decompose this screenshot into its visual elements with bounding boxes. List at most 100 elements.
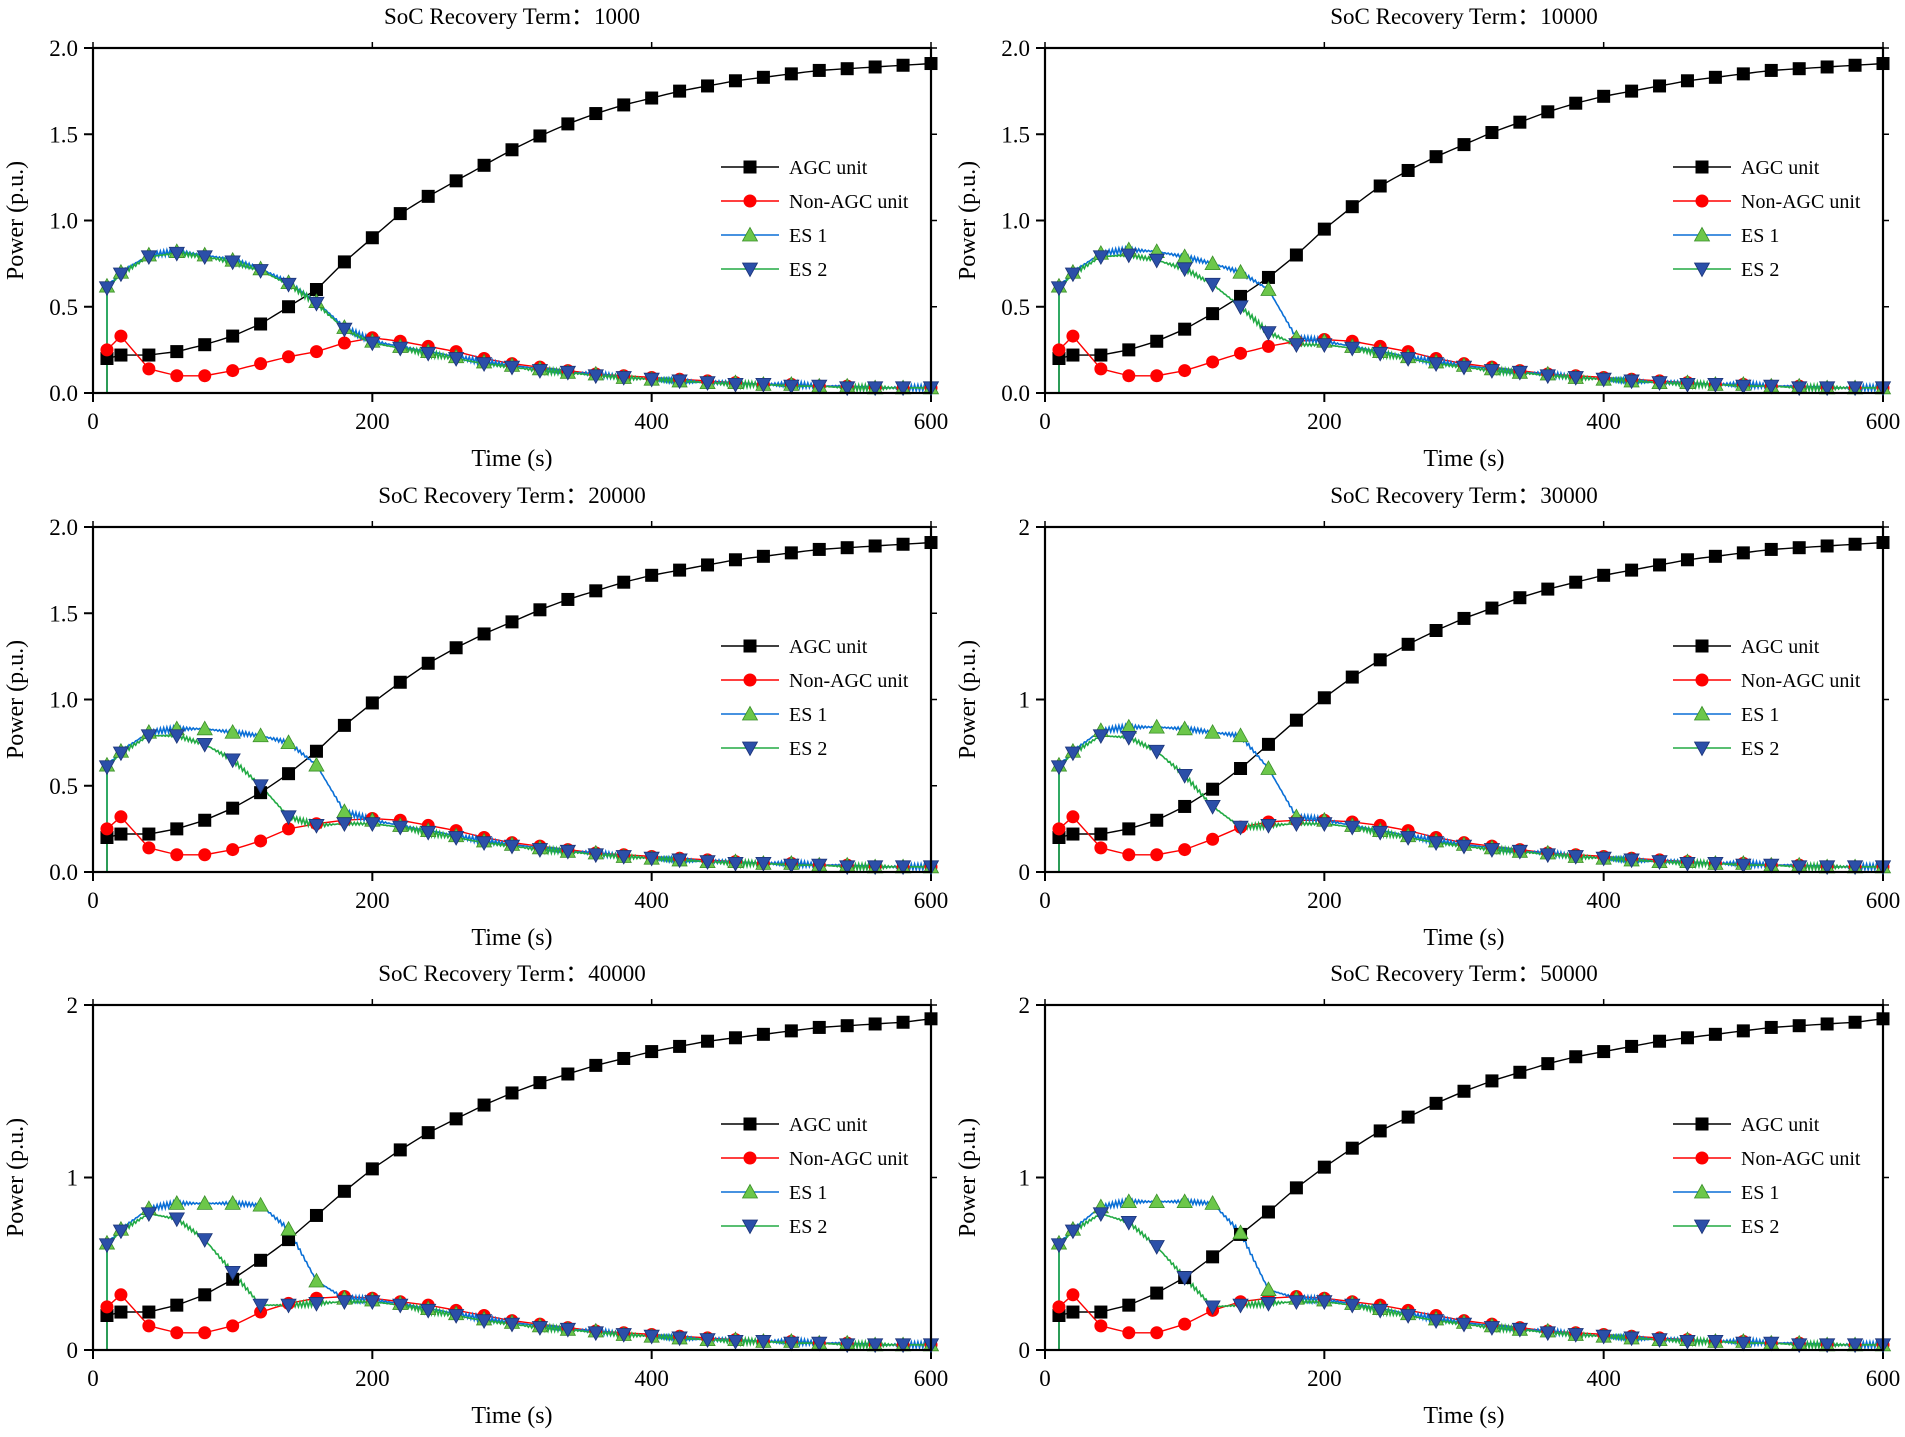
- data-point: [1848, 537, 1862, 551]
- data-point: [1176, 262, 1193, 278]
- data-point: [1206, 355, 1220, 369]
- data-point: [1261, 339, 1275, 353]
- data-point: [1429, 150, 1443, 164]
- legend-label: ES 2: [1741, 738, 1779, 760]
- data-point: [755, 856, 772, 872]
- data-point: [866, 1338, 884, 1354]
- data-point: [1680, 1031, 1694, 1045]
- data-point: [1457, 1084, 1471, 1098]
- data-point: [447, 1309, 465, 1324]
- chart-panel: SoC Recovery Term：40000 Time (s) Power (p.…: [3, 961, 948, 1429]
- data-point: [282, 300, 296, 314]
- data-point: [1429, 1096, 1443, 1110]
- data-point: [531, 843, 549, 858]
- data-point: [114, 1288, 128, 1302]
- legend-label: AGC unit: [789, 157, 868, 179]
- data-point: [1764, 542, 1778, 556]
- data-point: [587, 848, 604, 864]
- data-point: [645, 91, 659, 105]
- data-point: [198, 1288, 212, 1302]
- data-point: [142, 841, 156, 855]
- data-point: [1120, 731, 1137, 746]
- data-point: [1539, 1326, 1556, 1342]
- data-point: [168, 729, 185, 745]
- legend-label: ES 1: [789, 225, 827, 247]
- data-point: [392, 820, 409, 836]
- data-point: [783, 858, 800, 874]
- data-point: [1260, 760, 1277, 775]
- data-point: [198, 848, 212, 862]
- data-point: [1232, 263, 1249, 279]
- data-point: [1708, 70, 1722, 84]
- data-point: [393, 1143, 407, 1157]
- data-point: [645, 568, 659, 582]
- data-point: [1818, 381, 1836, 397]
- data-point: [1204, 255, 1221, 271]
- data-point: [1651, 855, 1668, 870]
- data-point: [252, 779, 269, 795]
- legend-marker: [743, 639, 757, 653]
- data-point: [894, 381, 912, 397]
- data-point: [1511, 1322, 1529, 1338]
- data-point: [393, 207, 407, 221]
- data-point: [755, 1334, 772, 1350]
- legend-label: ES 2: [789, 1216, 827, 1238]
- data-point: [1763, 379, 1780, 395]
- data-point: [503, 360, 521, 376]
- data-point: [1260, 326, 1277, 341]
- data-point: [100, 822, 114, 836]
- data-point: [421, 1126, 435, 1140]
- x-tick-label: 0: [87, 888, 99, 913]
- x-tick-label: 200: [355, 1366, 390, 1391]
- data-point: [170, 345, 184, 359]
- data-point: [1261, 1205, 1275, 1219]
- y-axis-label: Power (p.u.): [955, 1118, 981, 1237]
- y-tick-label: 2: [67, 993, 79, 1018]
- data-point: [252, 727, 269, 743]
- data-point: [587, 369, 604, 385]
- data-point: [254, 1253, 268, 1267]
- x-tick-label: 600: [914, 888, 949, 913]
- data-point: [1317, 1160, 1331, 1174]
- data-point: [1148, 718, 1165, 734]
- y-tick-label: 1.0: [1001, 209, 1030, 234]
- data-point: [1399, 831, 1417, 846]
- data-point: [252, 1298, 269, 1314]
- legend-marker: [1695, 673, 1709, 687]
- y-tick-label: 0.0: [49, 381, 78, 406]
- data-point: [561, 1067, 575, 1081]
- data-point: [617, 575, 631, 589]
- data-point: [1708, 549, 1722, 563]
- data-point: [1623, 374, 1640, 390]
- data-point: [1401, 163, 1415, 177]
- data-point: [1344, 1298, 1361, 1314]
- data-point: [1597, 89, 1611, 103]
- data-point: [1150, 369, 1164, 383]
- data-point: [114, 329, 128, 343]
- data-point: [1791, 1338, 1808, 1354]
- data-point: [701, 558, 715, 572]
- chart-panel: SoC Recovery Term：20000 Time (s) Power (p.…: [3, 483, 948, 951]
- data-point: [643, 851, 660, 867]
- data-point: [1455, 1317, 1473, 1333]
- data-point: [1373, 179, 1387, 193]
- x-axis-label: Time (s): [471, 446, 552, 472]
- data-point: [1597, 568, 1611, 582]
- data-point: [254, 357, 268, 371]
- data-point: [1261, 737, 1275, 751]
- data-point: [114, 1305, 128, 1319]
- data-point: [1846, 1338, 1864, 1354]
- data-point: [168, 246, 185, 262]
- data-point: [449, 174, 463, 188]
- data-point: [477, 627, 491, 641]
- data-point: [643, 372, 660, 388]
- data-point: [1653, 1034, 1667, 1048]
- data-point: [1818, 1338, 1836, 1354]
- legend-label: AGC unit: [789, 636, 868, 658]
- legend-marker: [743, 160, 757, 174]
- chart-title: SoC Recovery Term：50000: [1330, 961, 1598, 986]
- legend-label: ES 1: [789, 704, 827, 726]
- data-point: [1567, 1328, 1584, 1343]
- data-point: [1288, 817, 1305, 833]
- data-point: [309, 744, 323, 758]
